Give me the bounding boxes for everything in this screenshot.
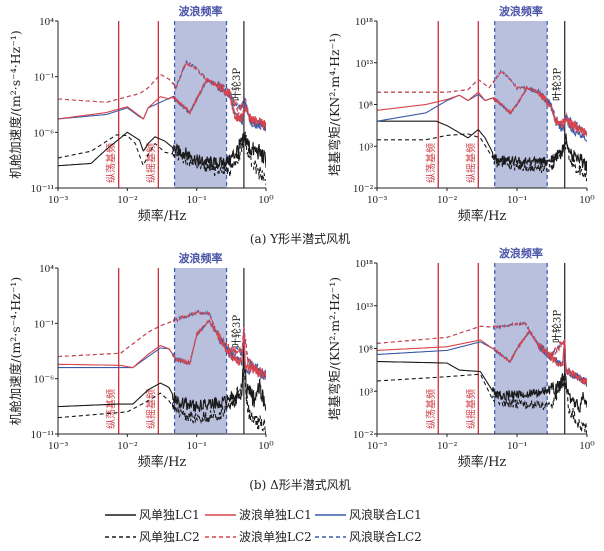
x-tick-label: 10⁻³ bbox=[367, 194, 388, 206]
series-wave_lc1 bbox=[377, 85, 587, 137]
legend-item-wave_lc1: 波浪单独LC1 bbox=[205, 507, 312, 522]
rotor-3p-label: 叶轮3P bbox=[551, 68, 564, 101]
y-axis-label: 塔基弯矩/(KN²·m⁴·Hz⁻¹) bbox=[327, 33, 342, 176]
y-axis-label: 机舱加速度/(m²·s⁻⁴·Hz⁻¹) bbox=[8, 30, 23, 178]
legend-label: 波浪单独LC2 bbox=[239, 529, 312, 544]
y-tick-label: 10⁴ bbox=[39, 263, 54, 275]
x-tick-label: 10⁰ bbox=[579, 194, 595, 206]
legend: 风单独LC1 波浪单独LC1 风浪联合LC1 风单独LC2 波浪单独LC2 风浪联合LC2 bbox=[105, 507, 422, 544]
y-tick-label: 10¹⁸ bbox=[355, 16, 373, 28]
x-axis-label: 频率/Hz bbox=[458, 454, 507, 470]
series-wind_lc1 bbox=[58, 131, 266, 170]
legend-label: 风浪联合LC2 bbox=[349, 529, 422, 544]
surge-freq-label: 纵荡基频 bbox=[424, 389, 437, 429]
y-tick-label: 10³ bbox=[359, 141, 374, 153]
rotor-3p-label: 叶轮3P bbox=[230, 315, 243, 348]
pitch-freq-label: 纵摇基频 bbox=[464, 143, 477, 183]
wave-band-label: 波浪频率 bbox=[179, 251, 223, 265]
x-axis-label: 频率/Hz bbox=[138, 454, 187, 470]
y-tick-label: 10⁻⁶ bbox=[33, 374, 54, 386]
legend-label: 风浪联合LC1 bbox=[349, 507, 422, 522]
legend-item-wind_lc2: 风单独LC2 bbox=[105, 530, 200, 544]
x-tick-label: 10⁰ bbox=[258, 194, 274, 206]
y-axis-label: 机舱加速度/(m²·s⁻⁴·Hz⁻¹) bbox=[8, 277, 23, 425]
surge-freq-label: 纵荡基频 bbox=[424, 143, 437, 183]
wave-band-label: 波浪频率 bbox=[179, 4, 223, 18]
series-wave_lc1 bbox=[58, 319, 266, 379]
wave-band-label: 波浪频率 bbox=[499, 246, 543, 260]
x-tick-label: 10⁻² bbox=[117, 194, 138, 206]
x-tick-label: 10⁰ bbox=[258, 440, 274, 452]
y-tick-label: 10⁸ bbox=[358, 344, 373, 356]
legend-label: 风单独LC1 bbox=[139, 508, 200, 522]
legend-label: 波浪单独LC1 bbox=[239, 507, 312, 522]
rotor-3p-label: 叶轮3P bbox=[230, 68, 243, 101]
surge-freq-label: 纵荡基频 bbox=[105, 389, 118, 429]
y-tick-label: 10⁻² bbox=[353, 183, 374, 195]
x-tick-label: 10⁻² bbox=[437, 440, 458, 452]
y-tick-label: 10⁻¹ bbox=[34, 318, 54, 330]
y-tick-label: 10¹³ bbox=[355, 58, 373, 70]
y-axis-label: 塔基弯矩/(KN²·m²·Hz⁻¹) bbox=[327, 277, 342, 420]
y-tick-label: 10⁸ bbox=[358, 100, 373, 112]
x-tick-label: 10⁻¹ bbox=[187, 194, 207, 206]
pitch-freq-label: 纵摇基频 bbox=[464, 389, 477, 429]
x-axis-label: 频率/Hz bbox=[458, 208, 507, 224]
series-wave_lc1 bbox=[377, 329, 587, 385]
y-tick-label: 10¹⁸ bbox=[355, 258, 373, 270]
x-tick-label: 10⁻¹ bbox=[187, 440, 207, 452]
y-tick-label: 10⁻¹¹ bbox=[31, 429, 54, 441]
x-tick-label: 10⁻² bbox=[117, 440, 138, 452]
series-wind_lc2 bbox=[58, 364, 266, 434]
y-tick-label: 10³ bbox=[359, 386, 374, 398]
x-tick-label: 10⁻¹ bbox=[507, 194, 527, 206]
series-wind_lc2 bbox=[58, 131, 266, 186]
legend-item-combined_lc1: 风浪联合LC1 bbox=[315, 507, 422, 522]
surge-freq-label: 纵荡基频 bbox=[105, 143, 118, 183]
caption-b: (b) Δ形半潜式风机 bbox=[249, 478, 351, 492]
x-tick-label: 10⁻¹ bbox=[507, 440, 527, 452]
legend-label: 风单独LC2 bbox=[139, 530, 200, 544]
series-wind_lc1 bbox=[377, 120, 587, 173]
wave-band bbox=[174, 268, 227, 434]
series-wave_lc1 bbox=[58, 77, 266, 130]
x-tick-label: 10⁻² bbox=[437, 194, 458, 206]
y-tick-label: 10⁻² bbox=[353, 429, 374, 441]
x-axis-label: 频率/Hz bbox=[138, 208, 187, 224]
pitch-freq-label: 纵摇基频 bbox=[144, 143, 157, 183]
y-tick-label: 10¹³ bbox=[355, 301, 373, 313]
x-tick-label: 10⁻³ bbox=[48, 440, 69, 452]
rotor-3p-label: 叶轮3P bbox=[551, 310, 564, 343]
series-wave_lc2 bbox=[58, 61, 266, 131]
series-wave_lc2 bbox=[58, 309, 266, 379]
series-wind_lc1 bbox=[377, 360, 587, 413]
series-wind_lc1 bbox=[58, 341, 266, 413]
caption-a: (a) Y形半潜式风机 bbox=[250, 232, 350, 246]
x-tick-label: 10⁻³ bbox=[367, 440, 388, 452]
legend-item-wave_lc2: 波浪单独LC2 bbox=[205, 529, 312, 544]
y-tick-label: 10⁻¹¹ bbox=[31, 183, 54, 195]
y-tick-label: 10⁴ bbox=[39, 16, 54, 28]
pitch-freq-label: 纵摇基频 bbox=[144, 389, 157, 429]
y-tick-label: 10⁻⁶ bbox=[33, 127, 54, 139]
legend-item-combined_lc2: 风浪联合LC2 bbox=[315, 529, 422, 544]
legend-item-wind_lc1: 风单独LC1 bbox=[105, 508, 200, 522]
x-tick-label: 10⁻³ bbox=[48, 194, 69, 206]
x-tick-label: 10⁰ bbox=[579, 440, 595, 452]
y-tick-label: 10⁻¹ bbox=[34, 72, 54, 84]
series-wind_lc2 bbox=[377, 373, 587, 434]
series-wind_lc2 bbox=[377, 133, 587, 182]
series-combined_lc1 bbox=[58, 319, 266, 381]
wave-band-label: 波浪频率 bbox=[499, 4, 543, 18]
